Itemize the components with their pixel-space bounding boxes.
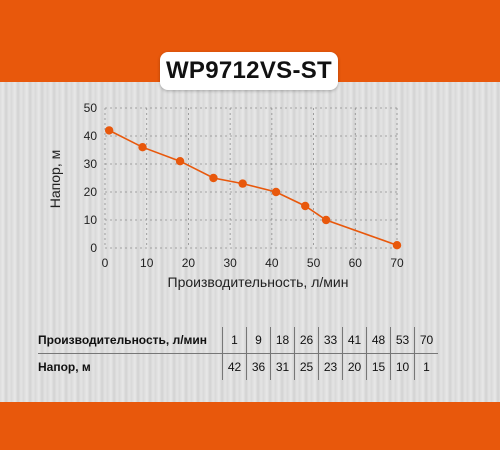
x-tick-label: 0 bbox=[102, 256, 109, 270]
x-tick-label: 60 bbox=[349, 256, 363, 270]
x-tick-label: 30 bbox=[223, 256, 237, 270]
table-cell: 23 bbox=[318, 353, 343, 380]
table-header-head: Напор, м bbox=[38, 360, 91, 374]
series-line bbox=[108, 129, 398, 246]
table-row-head: Напор, м 42 36 31 25 23 20 15 10 1 bbox=[38, 353, 438, 380]
x-tick-label: 70 bbox=[390, 256, 404, 270]
y-tick-label: 20 bbox=[84, 185, 98, 199]
table-cell: 33 bbox=[318, 327, 343, 354]
table-cell: 48 bbox=[366, 327, 391, 354]
x-tick-label: 10 bbox=[140, 256, 154, 270]
data-point bbox=[271, 187, 281, 197]
table-cell: 15 bbox=[366, 353, 391, 380]
table-cell: 53 bbox=[390, 327, 415, 354]
data-point bbox=[392, 241, 402, 250]
table-cell: 70 bbox=[414, 327, 438, 354]
table-cell: 36 bbox=[246, 353, 271, 380]
table-cell: 25 bbox=[294, 353, 319, 380]
data-point bbox=[104, 126, 114, 135]
data-point bbox=[209, 173, 218, 183]
y-tick-label: 10 bbox=[84, 213, 98, 227]
model-title-text: WP9712VS-ST bbox=[165, 57, 333, 84]
table-cell: 42 bbox=[222, 353, 247, 380]
y-tick-label: 0 bbox=[90, 241, 97, 255]
y-tick-labels: 0 10 20 30 40 50 bbox=[84, 101, 98, 255]
table-cell: 41 bbox=[342, 327, 367, 354]
x-axis-label: Производительность, л/мин bbox=[168, 274, 349, 290]
x-tick-label: 40 bbox=[265, 256, 279, 270]
chart-grid bbox=[104, 107, 398, 249]
data-point bbox=[301, 201, 310, 211]
x-tick-labels: 0 10 20 30 40 50 60 70 bbox=[102, 256, 404, 270]
table-cell: 18 bbox=[270, 327, 295, 354]
table-cell: 1 bbox=[414, 353, 438, 380]
data-point bbox=[138, 143, 147, 152]
bottom-orange-band bbox=[0, 402, 500, 450]
x-tick-label: 20 bbox=[182, 256, 196, 270]
x-tick-label: 50 bbox=[307, 256, 321, 270]
table-cell: 9 bbox=[246, 327, 271, 354]
chart-line-layer bbox=[108, 129, 398, 246]
table-header-flow: Производительность, л/мин bbox=[38, 327, 223, 354]
table-cell: 10 bbox=[390, 353, 415, 380]
y-axis-label: Напор, м bbox=[47, 150, 63, 208]
y-tick-label: 30 bbox=[84, 157, 98, 171]
table-cell: 1 bbox=[222, 327, 247, 354]
y-tick-label: 50 bbox=[84, 101, 98, 115]
data-point bbox=[238, 179, 247, 188]
data-point bbox=[175, 157, 185, 166]
y-tick-label: 40 bbox=[84, 129, 98, 143]
model-title: WP9712VS-ST bbox=[160, 52, 338, 90]
performance-table: Производительность, л/мин 1 9 18 26 33 4… bbox=[38, 327, 438, 380]
table-cell: 26 bbox=[294, 327, 319, 354]
table-cell: 20 bbox=[342, 353, 367, 380]
chart-points bbox=[104, 126, 402, 250]
data-point bbox=[321, 215, 331, 225]
table-cell: 31 bbox=[270, 353, 295, 380]
table-row-flow: Производительность, л/мин 1 9 18 26 33 4… bbox=[38, 327, 438, 354]
